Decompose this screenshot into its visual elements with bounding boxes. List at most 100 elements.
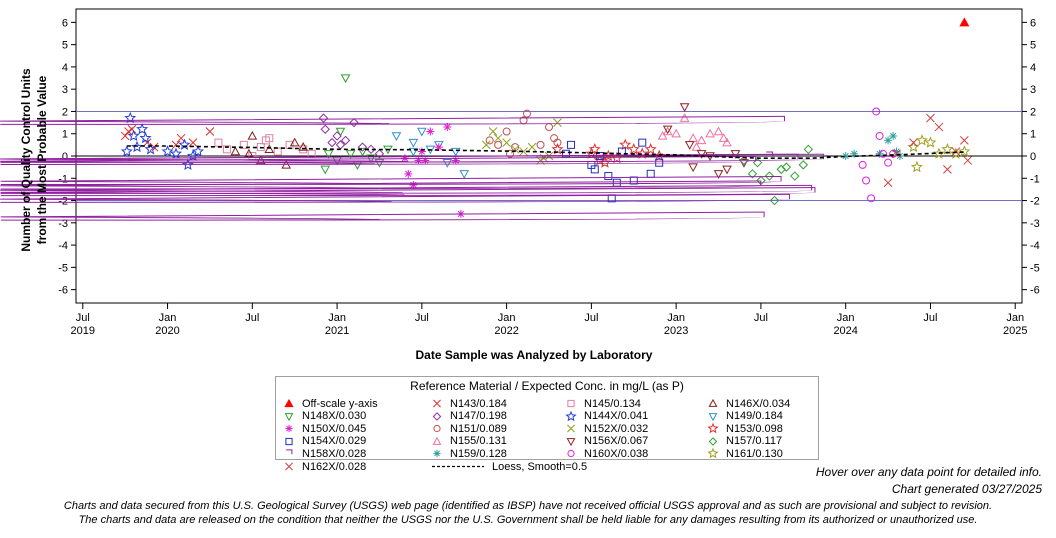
data-point xyxy=(136,122,149,135)
data-point xyxy=(506,149,515,158)
legend-marker-icon xyxy=(567,424,575,433)
data-point xyxy=(374,149,385,159)
data-point xyxy=(222,145,231,154)
data-point xyxy=(522,109,531,118)
data-point xyxy=(752,157,763,168)
data-point xyxy=(951,147,961,156)
data-point xyxy=(926,113,935,123)
y-tick-label-right: -2 xyxy=(1030,196,1040,208)
legend-marker-icon xyxy=(432,436,442,445)
data-point xyxy=(884,158,893,167)
data-point xyxy=(357,147,368,157)
data-point xyxy=(688,133,698,142)
data-point xyxy=(679,103,690,113)
legend-item: N162X/0.028 xyxy=(282,460,366,473)
legend-item: N155/0.131 xyxy=(430,435,507,448)
data-point xyxy=(638,138,647,147)
data-point xyxy=(340,135,351,146)
data-point xyxy=(450,147,461,157)
data-point xyxy=(0,155,757,165)
y-tick-label-left: -5 xyxy=(58,262,68,274)
data-point xyxy=(892,147,901,156)
legend-marker-icon xyxy=(708,398,718,407)
y-tick-label-left: 0 xyxy=(62,151,68,163)
y-tick-label-right: 4 xyxy=(1030,62,1036,74)
legend-marker-icon xyxy=(567,399,575,408)
y-tick-label-left: -3 xyxy=(58,218,68,230)
series-n157-0-117 xyxy=(739,144,814,206)
data-point xyxy=(798,160,809,170)
y-axis-title-line1: Number of Quality Control Units xyxy=(19,68,33,252)
legend-item: N157/0.117 xyxy=(706,435,782,448)
y-tick-label-right: 5 xyxy=(1030,40,1036,52)
data-point xyxy=(769,195,780,206)
legend-item: N153/0.098 xyxy=(706,422,783,435)
data-point xyxy=(718,133,729,142)
data-point xyxy=(553,138,562,147)
series-n162x-0-028 xyxy=(883,113,973,188)
data-point xyxy=(722,165,732,175)
data-point xyxy=(655,158,664,167)
data-point xyxy=(502,127,511,136)
legend-item: N144X/0.041 xyxy=(564,410,648,423)
data-point xyxy=(910,160,923,173)
legend-label: N143/0.184 xyxy=(450,397,507,410)
disclaimer-line1: Charts and data secured from this U.S. G… xyxy=(63,500,993,512)
data-point xyxy=(144,142,157,155)
legend-item: N151/0.089 xyxy=(430,422,507,435)
series-n158x-0-028 xyxy=(0,115,824,221)
data-point xyxy=(604,172,613,181)
data-point xyxy=(960,136,969,145)
data-point xyxy=(636,147,649,159)
legend-item: N158X/0.028 xyxy=(282,447,366,460)
data-point xyxy=(958,145,971,157)
legend-marker-icon xyxy=(433,399,441,408)
data-point xyxy=(627,143,640,155)
data-point xyxy=(862,176,871,185)
data-point xyxy=(459,170,470,179)
data-point xyxy=(602,149,615,162)
legend-label: N153/0.098 xyxy=(726,422,783,435)
data-point xyxy=(493,133,503,143)
data-point xyxy=(610,151,623,164)
legend-item: N156X/0.067 xyxy=(564,435,648,448)
data-point xyxy=(239,140,248,149)
data-point xyxy=(858,160,867,169)
x-tick-year-label: 2025 xyxy=(1003,325,1027,337)
series-n148x-0-030 xyxy=(320,74,393,175)
legend-item: N146X/0.034 xyxy=(706,397,790,410)
data-point xyxy=(0,184,813,194)
legend-label: N162X/0.028 xyxy=(302,460,367,473)
y-axis-title: Number of Quality Control Units from the… xyxy=(8,50,54,270)
series-n161-0-130 xyxy=(907,134,971,173)
series-n150x-0-045 xyxy=(400,123,465,218)
data-point xyxy=(127,124,137,134)
legend-item: N143/0.184 xyxy=(430,397,507,410)
data-point xyxy=(536,140,545,149)
y-tick-label-left: 2 xyxy=(62,106,68,118)
data-point xyxy=(588,142,601,155)
data-point xyxy=(739,155,749,166)
x-tick-label: Jan xyxy=(667,312,685,324)
data-point xyxy=(895,152,904,160)
data-point xyxy=(889,131,898,140)
data-point xyxy=(0,211,765,221)
data-point xyxy=(696,135,707,145)
data-point xyxy=(374,158,385,168)
data-point xyxy=(646,169,655,178)
data-point xyxy=(247,130,258,140)
data-point xyxy=(671,128,682,138)
data-point xyxy=(884,136,893,145)
chart-legend: Reference Material / Expected Conc. in m… xyxy=(275,376,819,473)
data-point xyxy=(662,126,673,136)
legend-item: N161/0.130 xyxy=(706,447,783,460)
data-point xyxy=(0,153,824,163)
data-point xyxy=(696,150,707,159)
legend-marker-icon xyxy=(707,422,719,434)
data-point xyxy=(161,145,174,157)
data-point xyxy=(747,169,758,179)
x-tick-year-label: 2021 xyxy=(325,325,349,337)
data-point xyxy=(442,158,453,168)
legend-item: N159/0.128 xyxy=(430,447,507,460)
y-tick-label-left: 6 xyxy=(62,17,68,29)
